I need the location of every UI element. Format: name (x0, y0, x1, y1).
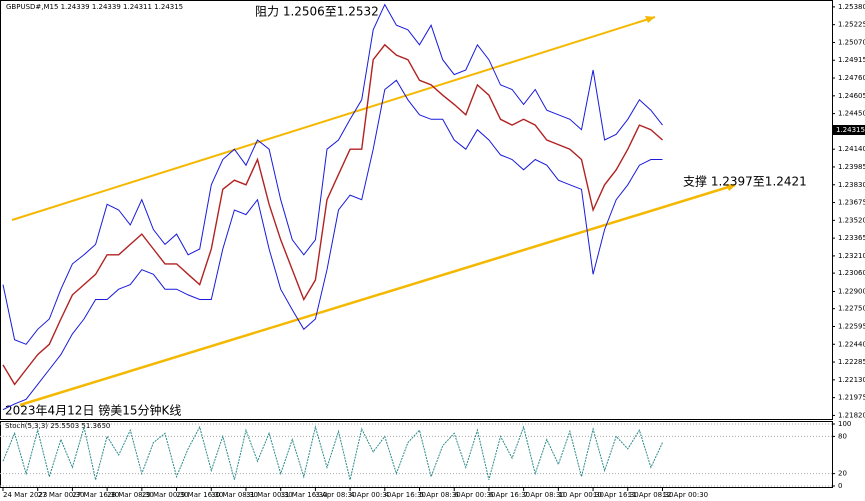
resistance-channel (11, 16, 656, 221)
x-tick-label: 31 Mar 00:30 (246, 491, 293, 499)
y-tick-label: 20 (838, 470, 847, 478)
x-tick-label: 27 Mar 00:30 (38, 491, 85, 499)
sub-frame (0, 421, 833, 488)
y-tick-label: 1.23985 (838, 163, 865, 171)
y-tick-label: 1.21820 (838, 411, 865, 419)
y-tick-label: 1.22130 (838, 376, 865, 384)
y-tick-label: 1.22900 (838, 287, 865, 295)
series-line (2, 425, 663, 480)
caption: 2023年4月12日 镑美15分钟K线 (5, 403, 181, 418)
series-line (2, 43, 663, 386)
y-tick-label: 1.22750 (838, 305, 865, 313)
y-tick-label: 1.25070 (838, 38, 865, 46)
last-price-label: 1.24315 (836, 126, 865, 134)
y-tick-label: 1.22285 (838, 358, 865, 366)
chart-info: GBPUSD#,M15 1.24339 1.24339 1.24311 1.24… (6, 3, 183, 11)
main-frame (0, 0, 833, 420)
y-tick-label: 1.21975 (838, 394, 865, 402)
y-tick-label: 1.24605 (838, 92, 865, 100)
last-price-box (833, 125, 865, 135)
resistance-label: 阻力 1.2506至1.2532 (255, 5, 379, 19)
y-tick-label: 1.24915 (838, 56, 865, 64)
x-tick-label: 6 Apr 00:30 (454, 491, 495, 499)
x-tick-label: 27 Mar 16:30 (72, 491, 119, 499)
arrow-head (726, 184, 736, 191)
x-tick-label: 12 Apr 00:30 (662, 491, 708, 499)
x-tick-label: 24 Mar 2023 (3, 491, 47, 499)
x-tick-label: 10 Apr 16:30 (593, 491, 639, 499)
y-tick-label: 100 (838, 420, 851, 428)
y-tick-label: 1.23365 (838, 234, 865, 242)
y-tick-label: 1.25380 (838, 3, 865, 11)
y-tick-label: 1.24760 (838, 74, 865, 82)
y-tick-label: 0 (838, 482, 842, 490)
y-tick-label: 1.23060 (838, 269, 865, 277)
arrow-head (645, 16, 655, 23)
x-tick-label: 3 Apr 08:30 (315, 491, 356, 499)
y-tick-label: 1.24140 (838, 145, 865, 153)
x-tick-label: 5 Apr 08:30 (420, 491, 461, 499)
y-tick-label: 1.22595 (838, 322, 865, 330)
support-label: 支撑 1.2397至1.2421 (683, 174, 807, 189)
x-tick-label: 6 Apr 16:30 (489, 491, 530, 499)
x-tick-label: 4 Apr 00:30 (350, 491, 391, 499)
x-tick-label: 28 Mar 08:30 (107, 491, 154, 499)
x-tick-label: 10 Apr 00:30 (558, 491, 604, 499)
y-tick-label: 1.23210 (838, 252, 865, 260)
x-tick-label: 31 Mar 16:30 (281, 491, 328, 499)
x-tick-label: 29 Mar 16:30 (177, 491, 224, 499)
y-tick-label: 1.23830 (838, 181, 865, 189)
series-line (2, 3, 663, 345)
stoch-title: Stoch(5,3,3) 25.5503 51.3650 (5, 422, 110, 430)
y-tick-label: 1.23675 (838, 199, 865, 207)
x-tick-label: 4 Apr 16:30 (385, 491, 426, 499)
x-tick-label: 11 Apr 08:30 (628, 491, 674, 499)
x-tick-label: 30 Mar 08:30 (211, 491, 258, 499)
x-tick-label: 7 Apr 08:30 (524, 491, 565, 499)
y-tick-label: 80 (838, 432, 847, 440)
y-tick-label: 1.22440 (838, 340, 865, 348)
y-tick-label: 1.23520 (838, 216, 865, 224)
y-tick-label: 1.24450 (838, 110, 865, 118)
support-channel (19, 183, 736, 407)
y-tick-label: 1.25225 (838, 21, 865, 29)
x-tick-label: 29 Mar 00:30 (142, 491, 189, 499)
series-line (2, 79, 663, 411)
